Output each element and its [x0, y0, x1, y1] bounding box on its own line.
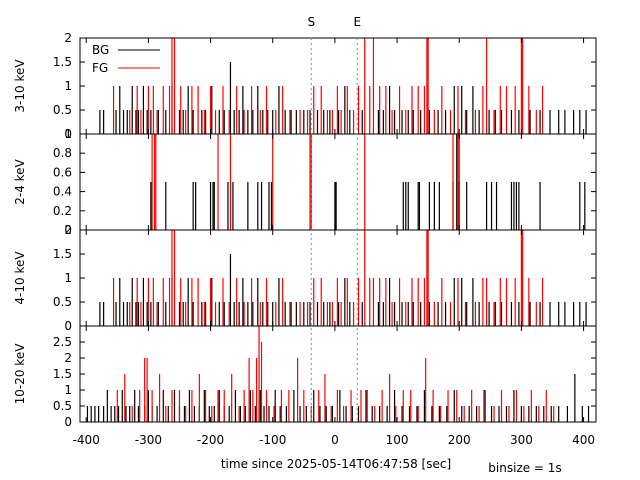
y-tick-label: 0.4 [53, 185, 72, 199]
legend-label: BG [92, 43, 109, 57]
panel-1: 0 0.5 1 1.5 2 3-10 keV [13, 31, 597, 141]
y-tick-label: 0.6 [53, 165, 72, 179]
x-tick-label: 300 [510, 433, 533, 447]
y-tick-label: 2 [64, 351, 72, 365]
y-tick-label: 0 [64, 415, 72, 429]
y-tick-label: 1 [64, 79, 72, 93]
x-tick-label: -300 [135, 433, 162, 447]
series-bg [150, 134, 586, 230]
panel-2: 0 0.2 0.4 0.6 0.8 1 2-4 keV [13, 127, 597, 237]
series-fg [112, 230, 544, 326]
series-fg [112, 38, 544, 134]
y-tick-label: 0.8 [53, 146, 72, 160]
x-tick-label: -400 [73, 433, 100, 447]
y-axis-label: 2-4 keV [13, 158, 27, 204]
y-axis-label: 4-10 keV [13, 251, 27, 305]
y-tick-label: 2.5 [53, 335, 72, 349]
y-tick-label: 0.5 [53, 399, 72, 413]
series-bg [99, 254, 587, 326]
y-tick-label: 0.5 [53, 295, 72, 309]
legend: BG FG [92, 43, 160, 75]
marker-label: E [353, 15, 361, 29]
panel-3: 0 0.5 1 1.5 2 4-10 keV [13, 223, 597, 333]
series-fg [116, 326, 555, 422]
y-tick-label: 0 [64, 319, 72, 333]
y-tick-label: 2 [64, 223, 72, 237]
y-tick-label: 1.5 [53, 367, 72, 381]
y-tick-label: 0 [64, 223, 72, 237]
y-tick-label: 0.2 [53, 204, 72, 218]
y-tick-label: 0.5 [53, 103, 72, 117]
y-tick-label: 1.5 [53, 247, 72, 261]
series-bg [99, 62, 587, 134]
x-tick-label: -200 [197, 433, 224, 447]
series-fg [151, 134, 460, 230]
marker-label: S [307, 15, 315, 29]
series-bg [86, 374, 590, 422]
y-tick-label: 0 [64, 127, 72, 141]
y-tick-label: 1 [64, 271, 72, 285]
x-axis-label: time since 2025-05-14T06:47:58 [sec] [221, 457, 451, 471]
x-tick-label: 200 [448, 433, 471, 447]
binsize-label: binsize = 1s [488, 461, 561, 475]
y-axis-label: 10-20 keV [13, 343, 27, 405]
y-tick-label: 1 [64, 127, 72, 141]
y-tick-label: 1 [64, 383, 72, 397]
x-tick-label: 400 [572, 433, 595, 447]
y-tick-label: 2 [64, 31, 72, 45]
y-tick-label: 1.5 [53, 55, 72, 69]
y-axis-label: 3-10 keV [13, 59, 27, 113]
legend-label: FG [92, 61, 108, 75]
x-tick-label: 100 [386, 433, 409, 447]
x-tick-label: 0 [331, 433, 339, 447]
panel-4: 0 0.5 1 1.5 2 2.5 10-20 keV [13, 325, 597, 429]
x-tick-label: -100 [259, 433, 286, 447]
